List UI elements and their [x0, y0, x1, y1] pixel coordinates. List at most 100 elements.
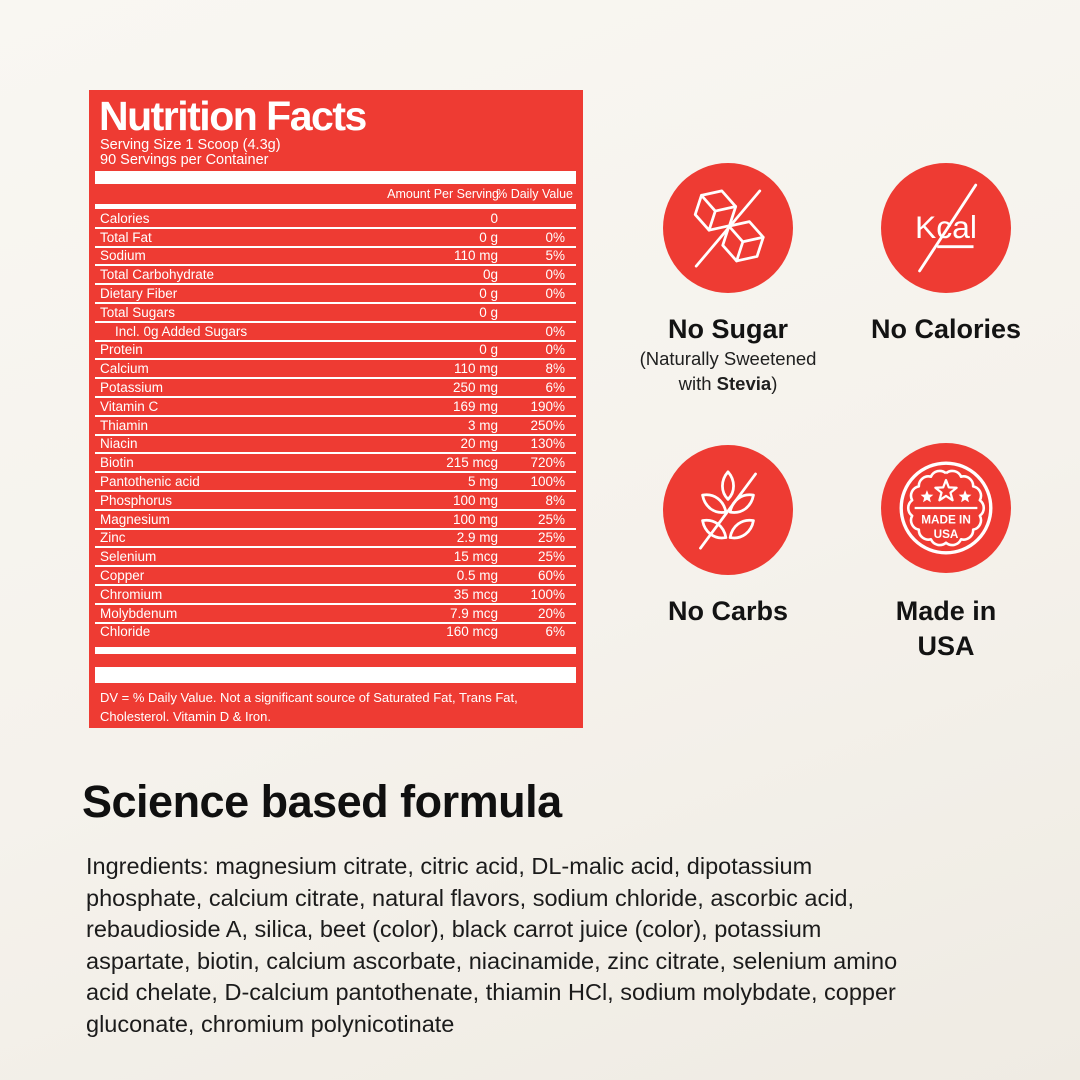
row-lbl: Potassium — [100, 380, 164, 396]
row-amt: 35 mcg — [453, 586, 498, 602]
row-dv: 5% — [545, 248, 565, 264]
star-center — [934, 478, 958, 502]
row-lbl: Total Sugars — [100, 304, 176, 320]
nutrition-row: Sodium 110 mg 5% — [95, 248, 576, 267]
row-lbl: Selenium — [100, 549, 157, 565]
nutrition-rows: Calories 0 Total Fat 0 g 0% Sodium 110 mg 5% Tot… — [95, 210, 576, 640]
wheat-slash-icon — [699, 470, 757, 550]
row-dv: 0% — [545, 229, 565, 245]
row-amt: 0 g — [479, 229, 498, 245]
no-carbs-circle — [663, 445, 793, 575]
nutrition-row: Incl. 0g Added Sugars 0% — [95, 323, 576, 342]
no-calories-circle: Kcal — [881, 163, 1011, 293]
row-dv: 0% — [545, 286, 565, 302]
row-dv: 100% — [530, 586, 565, 602]
feature-no-sugar: No Sugar (Naturally Sweetened with Stevi… — [597, 163, 859, 396]
row-amt: 215 mcg — [446, 455, 498, 471]
nutrition-row: Selenium 15 mcg 25% — [95, 548, 576, 568]
no-sugar-label: No Sugar — [667, 314, 788, 344]
nutrition-row: Copper 0.5 mg 60% — [95, 567, 576, 586]
nutrition-row: Magnesium 100 mg 25% — [95, 511, 576, 530]
no-carbs-label: No Carbs — [667, 596, 789, 626]
svg-text:MADE IN: MADE IN — [921, 514, 971, 527]
nutrition-row: Total Fat 0 g 0% — [95, 229, 576, 248]
nutrition-row: Protein 0 g 0% — [95, 342, 576, 361]
divider-bar-bottom-1 — [95, 647, 576, 655]
row-dv: 8% — [545, 492, 565, 508]
nutrition-row: Molybdenum 7.9 mcg 20% — [95, 605, 576, 624]
row-amt: 100 mg — [452, 511, 498, 527]
servings-per-container-text: 90 Servings per Container — [100, 151, 269, 168]
nutrition-row: Vitamin C 169 mg 190% — [95, 398, 576, 417]
row-dv: 25% — [537, 530, 565, 546]
row-lbl: Chloride — [100, 624, 151, 640]
row-amt: 15 mcg — [453, 549, 498, 565]
row-dv: 130% — [530, 436, 565, 452]
row-amt: 0 — [490, 210, 498, 226]
row-dv: 25% — [537, 549, 565, 565]
row-amt: 250 mg — [452, 380, 498, 396]
nutrition-facts-panel: Nutrition Facts Serving Size 1 Scoop (4.… — [89, 90, 583, 728]
row-lbl: Chromium — [100, 586, 163, 602]
row-lbl: Calories — [100, 210, 150, 226]
row-lbl: Copper — [100, 568, 145, 584]
no-sugar-circle — [663, 163, 793, 293]
row-amt: 110 mg — [453, 248, 498, 264]
star-left — [920, 490, 934, 503]
divider-bar-thick — [95, 171, 576, 184]
nutrition-row: Total Carbohydrate 0g 0% — [95, 266, 576, 286]
nutrition-row: Potassium 250 mg 6% — [95, 379, 576, 398]
nutrition-row: Chromium 35 mcg 100% — [95, 586, 576, 605]
row-lbl: Calcium — [100, 361, 149, 377]
divider-bar-thin — [95, 204, 576, 209]
no-sugar-subtext: (Naturally Sweetened with Stevia) — [639, 348, 817, 394]
row-amt: 0 g — [479, 286, 498, 302]
row-lbl: Incl. 0g Added Sugars — [115, 323, 248, 339]
row-dv: 100% — [530, 474, 565, 490]
row-amt: 169 mg — [452, 398, 498, 414]
feature-no-calories: Kcal No Calories — [815, 163, 1077, 344]
row-dv: 720% — [530, 455, 565, 471]
row-dv: 8% — [545, 361, 565, 377]
nutrition-row: Niacin 20 mg 130% — [95, 436, 576, 455]
row-dv: 6% — [545, 380, 565, 396]
nutrition-facts-title: Nutrition Facts — [99, 93, 367, 139]
row-amt: 7.9 mcg — [449, 605, 498, 621]
row-amt: 2.9 mg — [456, 530, 498, 546]
row-lbl: Biotin — [100, 455, 134, 471]
row-dv: 0% — [545, 267, 565, 283]
row-lbl: Total Fat — [100, 229, 152, 245]
made-in-usa-label: Made in USA — [895, 596, 997, 661]
serving-size-text: Serving Size 1 Scoop (4.3g) — [100, 137, 281, 153]
row-amt: 160 mcg — [446, 624, 498, 640]
nutrition-row: Zinc 2.9 mg 25% — [95, 530, 576, 549]
row-lbl: Niacin — [100, 436, 138, 452]
row-lbl: Protein — [100, 342, 143, 358]
column-header-row: Amount Per Serving % Daily Value — [89, 184, 583, 204]
row-lbl: Dietary Fiber — [100, 286, 178, 302]
row-amt: 0.5 mg — [456, 568, 498, 584]
row-lbl: Vitamin C — [100, 398, 159, 414]
row-dv: 60% — [537, 568, 565, 584]
row-dv: 25% — [537, 511, 565, 527]
nutrition-row: Biotin 215 mcg 720% — [95, 454, 576, 474]
nutrition-row: Calories 0 — [95, 210, 576, 229]
row-dv: 190% — [530, 398, 565, 414]
made-in-usa-circle: MADE IN USA — [881, 443, 1011, 573]
row-dv: 250% — [530, 417, 565, 433]
nutrition-row: Calcium 110 mg 8% — [95, 360, 576, 380]
divider-bar-bottom-2 — [95, 667, 576, 684]
row-amt: 110 mg — [453, 361, 498, 377]
row-lbl: Pantothenic acid — [100, 474, 200, 490]
row-lbl: Zinc — [100, 530, 126, 546]
svg-text:Kcal: Kcal — [915, 209, 977, 245]
row-dv: 20% — [537, 605, 565, 621]
row-lbl: Sodium — [100, 248, 146, 264]
sugar-cubes-slash-icon — [693, 189, 765, 268]
row-lbl: Total Carbohydrate — [100, 267, 215, 283]
nutrition-row: Dietary Fiber 0 g 0% — [95, 285, 576, 304]
row-dv: 6% — [545, 624, 565, 640]
row-amt: 3 mg — [467, 417, 498, 433]
row-lbl: Magnesium — [100, 511, 170, 527]
daily-value-footnote: DV = % Daily Value. Not a significant so… — [100, 690, 518, 724]
